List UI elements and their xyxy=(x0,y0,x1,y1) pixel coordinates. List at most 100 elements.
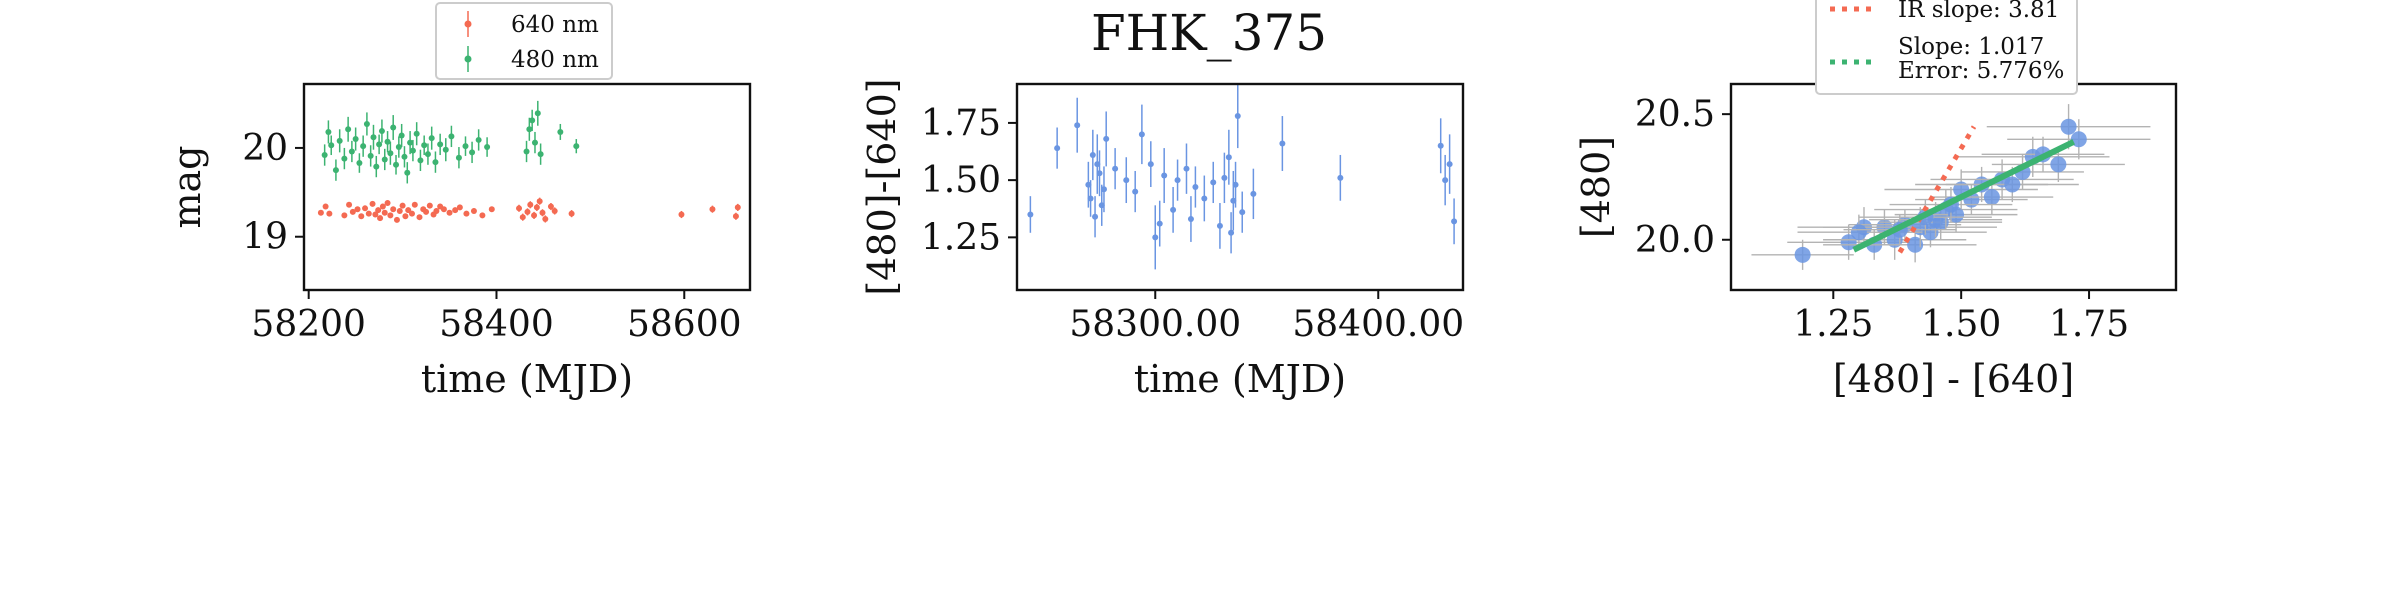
cmd-point-marker xyxy=(1850,224,1867,241)
lc-640-point-marker xyxy=(365,210,372,217)
cmd-point-marker xyxy=(1840,234,1857,251)
lc-480-point xyxy=(381,148,388,171)
color-ylabel: [480]-[640] xyxy=(860,78,904,295)
color-point-marker xyxy=(1152,234,1159,241)
lc-480-point xyxy=(373,155,380,178)
lc-640-point xyxy=(519,213,526,221)
lc-480-point xyxy=(378,119,385,143)
lc-640-point-marker xyxy=(396,207,403,214)
color-point-marker xyxy=(1437,142,1444,149)
lc-640-point xyxy=(516,204,523,212)
color-point-marker xyxy=(1442,177,1449,184)
lc-480-point xyxy=(529,109,536,132)
lc-480-point-marker xyxy=(367,152,374,159)
lc-480-point-marker xyxy=(573,143,580,150)
lc-480-point-marker xyxy=(376,141,383,148)
lc-legend-box xyxy=(435,2,613,80)
lc-480-point xyxy=(387,141,394,165)
color-point-marker xyxy=(1221,174,1228,181)
lc-640-point-marker xyxy=(387,212,394,219)
color-xtick-label: 58400.00 xyxy=(1292,304,1464,345)
color-point-marker xyxy=(1216,222,1223,229)
cmd-fit-slope-line xyxy=(1852,139,2076,253)
color-point xyxy=(1138,104,1145,165)
lc-480-point-marker xyxy=(469,149,476,156)
lc-480-point xyxy=(537,143,544,165)
lc-640-point-marker xyxy=(433,207,440,214)
cmd-point xyxy=(1956,136,2110,177)
lc-480-point xyxy=(367,145,374,167)
cmd-legend-label: Slope: 1.017 xyxy=(1898,34,2044,60)
color-point xyxy=(1152,205,1159,270)
lc-480-point xyxy=(363,112,370,136)
color-point xyxy=(1087,180,1094,217)
lc-480-point-marker xyxy=(373,163,380,170)
cmd-point-marker xyxy=(1932,214,1949,231)
lc-640-point-marker xyxy=(375,207,382,214)
lc-640-point xyxy=(377,215,384,222)
lc-480-point-marker xyxy=(531,139,538,146)
color-point xyxy=(1100,166,1107,213)
color-magnitude-panel: 1.25 1.50 1.75 20.0 20.5 [480] - [640] [480] IR… xyxy=(1574,0,2178,401)
lc-480-point-marker xyxy=(484,144,491,151)
cmd-xtick-label: 1.25 xyxy=(1793,304,1873,345)
lc-640-point-marker xyxy=(568,210,575,217)
lc-legend-label: 640 nm xyxy=(511,12,599,38)
color-ytick-label: 1.25 xyxy=(921,217,1001,258)
lc-640-point-marker xyxy=(399,202,406,209)
cmd-point-marker xyxy=(2004,176,2021,193)
lc-640-point-marker xyxy=(533,204,540,211)
cmd-point-marker xyxy=(1983,189,2000,206)
lc-640-point xyxy=(372,211,379,218)
color-point-marker xyxy=(1138,131,1145,138)
lc-640-point-marker xyxy=(381,209,388,216)
color-point xyxy=(1250,168,1257,220)
cmd-point-marker xyxy=(2060,118,2077,135)
color-point xyxy=(1123,157,1130,204)
lc-640-point xyxy=(405,207,412,214)
color-point-marker xyxy=(1103,135,1110,142)
lc-640-point xyxy=(533,203,540,211)
lc-640-point xyxy=(433,207,440,214)
lc-480-point xyxy=(409,139,416,162)
lc-480-point-marker xyxy=(442,146,449,153)
lc-640-point-marker xyxy=(372,211,379,218)
lc-480-point-marker xyxy=(404,169,411,176)
color-point xyxy=(1187,196,1194,242)
lc-480-point-marker xyxy=(341,155,348,162)
cmd-point xyxy=(1991,146,2125,182)
lc-640-point-marker xyxy=(405,207,412,214)
lc-640-point xyxy=(678,210,685,219)
lc-640-point xyxy=(358,213,365,220)
lc-480-point xyxy=(484,137,491,157)
color-point xyxy=(1147,141,1154,187)
color-point-marker xyxy=(1225,154,1232,161)
color-point xyxy=(1170,187,1177,233)
lc-480-point-marker xyxy=(390,124,397,131)
color-point-marker xyxy=(1112,165,1119,172)
color-points xyxy=(1027,84,1458,270)
lc-640-point-marker xyxy=(408,210,415,217)
lc-640-point xyxy=(375,207,382,214)
lc-640-point-marker xyxy=(423,208,430,215)
color-frame xyxy=(1015,82,1465,292)
lc-640-point xyxy=(379,203,386,210)
color-point xyxy=(1210,161,1217,204)
color-point-marker xyxy=(1123,177,1130,184)
lc-480-point-marker xyxy=(348,148,355,155)
color-point-marker xyxy=(1239,209,1246,216)
lc-640-point-marker xyxy=(551,207,558,214)
lc-480-point xyxy=(475,129,482,151)
color-point xyxy=(1225,129,1232,185)
lc-legend: 640 nm 480 nm xyxy=(435,2,613,80)
lc-480-point xyxy=(348,140,355,163)
lc-640-point xyxy=(446,209,453,216)
cmd-xlabel: [480] - [640] xyxy=(1833,357,2074,401)
lc-640-point xyxy=(568,210,575,218)
lc-640-point-marker xyxy=(547,203,554,210)
color-point-marker xyxy=(1089,151,1096,158)
color-point xyxy=(1337,154,1344,201)
lc-480-point xyxy=(398,123,405,148)
